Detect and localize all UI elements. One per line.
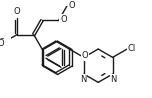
Text: N: N [110,75,117,84]
Text: Cl: Cl [128,44,136,53]
Text: O: O [81,51,88,60]
Text: O: O [69,1,76,10]
Text: O: O [0,38,5,47]
Text: O: O [60,15,67,24]
Text: O: O [14,8,20,17]
Text: O: O [0,39,5,48]
Text: O: O [60,16,66,25]
Text: O: O [14,7,20,16]
Text: N: N [80,75,86,84]
